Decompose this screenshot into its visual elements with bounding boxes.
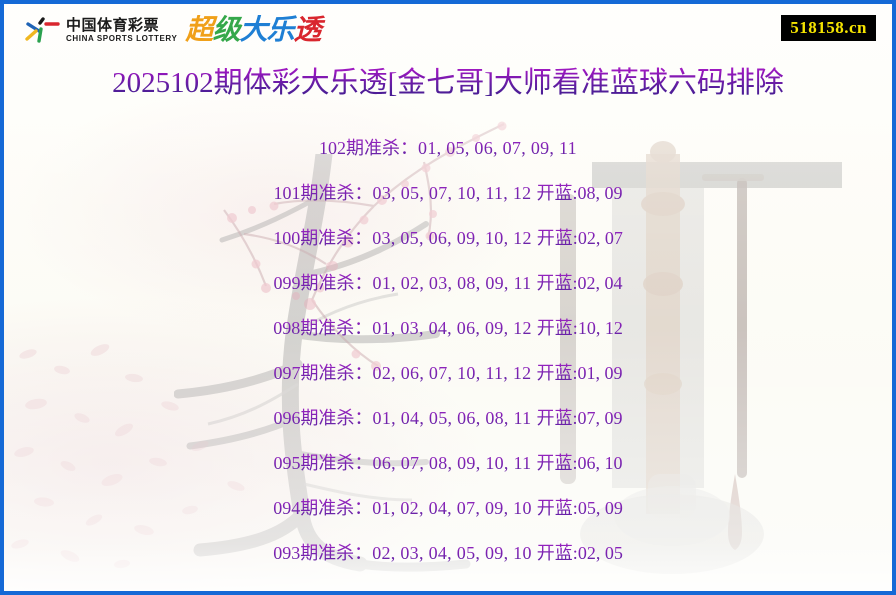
open-blue-label: 开蓝:: [536, 498, 578, 518]
open-blue-numbers: 01, 09: [577, 363, 623, 383]
open-blue-label: 开蓝:: [536, 408, 578, 428]
kill-numbers: 06, 07, 08, 09, 10, 11: [372, 453, 532, 473]
open-blue-numbers: 05, 09: [577, 498, 623, 518]
period-label: 100期准杀：: [273, 228, 373, 248]
period-label: 099期准杀：: [273, 273, 373, 293]
open-blue-numbers: 07, 09: [577, 408, 623, 428]
kill-numbers: 03, 05, 06, 09, 10, 12: [372, 228, 532, 248]
period-label: 098期准杀：: [273, 318, 373, 338]
prediction-row: 098期准杀：01, 03, 04, 06, 09, 12 开蓝:10, 12: [4, 306, 892, 351]
prediction-row: 099期准杀：01, 02, 03, 08, 09, 11 开蓝:02, 04: [4, 261, 892, 306]
prediction-row: 097期准杀：02, 06, 07, 10, 11, 12 开蓝:01, 09: [4, 351, 892, 396]
period-label: 101期准杀：: [273, 183, 373, 203]
prediction-list: 102期准杀：01, 05, 06, 07, 09, 11 101期准杀：03,…: [4, 126, 892, 576]
open-blue-label: 开蓝:: [536, 363, 578, 383]
kill-numbers: 02, 06, 07, 10, 11, 12: [372, 363, 532, 383]
daletou-char-1: 超: [185, 14, 213, 45]
open-blue-label: 开蓝:: [536, 453, 578, 473]
prediction-row: 096期准杀：01, 04, 05, 06, 08, 11 开蓝:07, 09: [4, 396, 892, 441]
open-blue-numbers: 02, 04: [577, 273, 623, 293]
period-label: 097期准杀：: [273, 363, 373, 383]
brand-logo-cn-text: 中国体育彩票: [66, 16, 160, 34]
daletou-char-5: 透: [293, 14, 321, 45]
period-label: 093期准杀：: [273, 543, 373, 563]
prediction-row: 102期准杀：01, 05, 06, 07, 09, 11: [4, 126, 892, 171]
open-blue-numbers: 10, 12: [577, 318, 623, 338]
period-label: 096期准杀：: [273, 408, 373, 428]
brand-logo-en-text: CHINA SPORTS LOTTERY: [66, 33, 178, 43]
period-label: 094期准杀：: [273, 498, 373, 518]
open-blue-label: 开蓝:: [536, 228, 578, 248]
open-blue-numbers: 02, 07: [577, 228, 623, 248]
kill-numbers: 01, 05, 06, 07, 09, 11: [418, 138, 577, 158]
site-header: 中国体育彩票 CHINA SPORTS LOTTERY 超级大乐透 518158…: [4, 4, 892, 52]
daletou-char-4: 乐: [266, 14, 294, 45]
prediction-row: 094期准杀：01, 02, 04, 07, 09, 10 开蓝:05, 09: [4, 486, 892, 531]
period-label: 102期准杀：: [319, 138, 419, 158]
kill-numbers: 02, 03, 04, 05, 09, 10: [372, 543, 532, 563]
open-blue-label: 开蓝:: [536, 273, 578, 293]
daletou-char-3: 大: [239, 14, 267, 45]
open-blue-numbers: 02, 05: [577, 543, 623, 563]
prediction-row: 095期准杀：06, 07, 08, 09, 10, 11 开蓝:06, 10: [4, 441, 892, 486]
period-label: 095期准杀：: [273, 453, 373, 473]
open-blue-label: 开蓝:: [536, 543, 578, 563]
open-blue-label: 开蓝:: [536, 318, 578, 338]
kill-numbers: 01, 02, 03, 08, 09, 11: [372, 273, 532, 293]
prediction-row: 101期准杀：03, 05, 07, 10, 11, 12 开蓝:08, 09: [4, 171, 892, 216]
prediction-row: 093期准杀：02, 03, 04, 05, 09, 10 开蓝:02, 05: [4, 531, 892, 576]
china-sports-lottery-logo-icon: [25, 17, 60, 43]
open-blue-numbers: 08, 09: [577, 183, 623, 203]
page-title: 2025102期体彩大乐透[金七哥]大师看准蓝球六码排除: [4, 64, 892, 102]
open-blue-label: 开蓝:: [536, 183, 578, 203]
brand-logo-wordmark: 中国体育彩票 CHINA SPORTS LOTTERY: [66, 14, 177, 46]
prediction-row: 100期准杀：03, 05, 06, 09, 10, 12 开蓝:02, 07: [4, 216, 892, 261]
kill-numbers: 01, 04, 05, 06, 08, 11: [372, 408, 532, 428]
open-blue-numbers: 06, 10: [577, 453, 623, 473]
brand-logo[interactable]: 中国体育彩票 CHINA SPORTS LOTTERY 超级大乐透: [22, 12, 322, 48]
kill-numbers: 01, 03, 04, 06, 09, 12: [372, 318, 532, 338]
kill-numbers: 03, 05, 07, 10, 11, 12: [372, 183, 532, 203]
daletou-brand-text: 超级大乐透: [185, 14, 321, 46]
daletou-char-2: 级: [212, 14, 240, 45]
site-watermark: 518158.cn: [781, 15, 876, 41]
kill-numbers: 01, 02, 04, 07, 09, 10: [372, 498, 532, 518]
